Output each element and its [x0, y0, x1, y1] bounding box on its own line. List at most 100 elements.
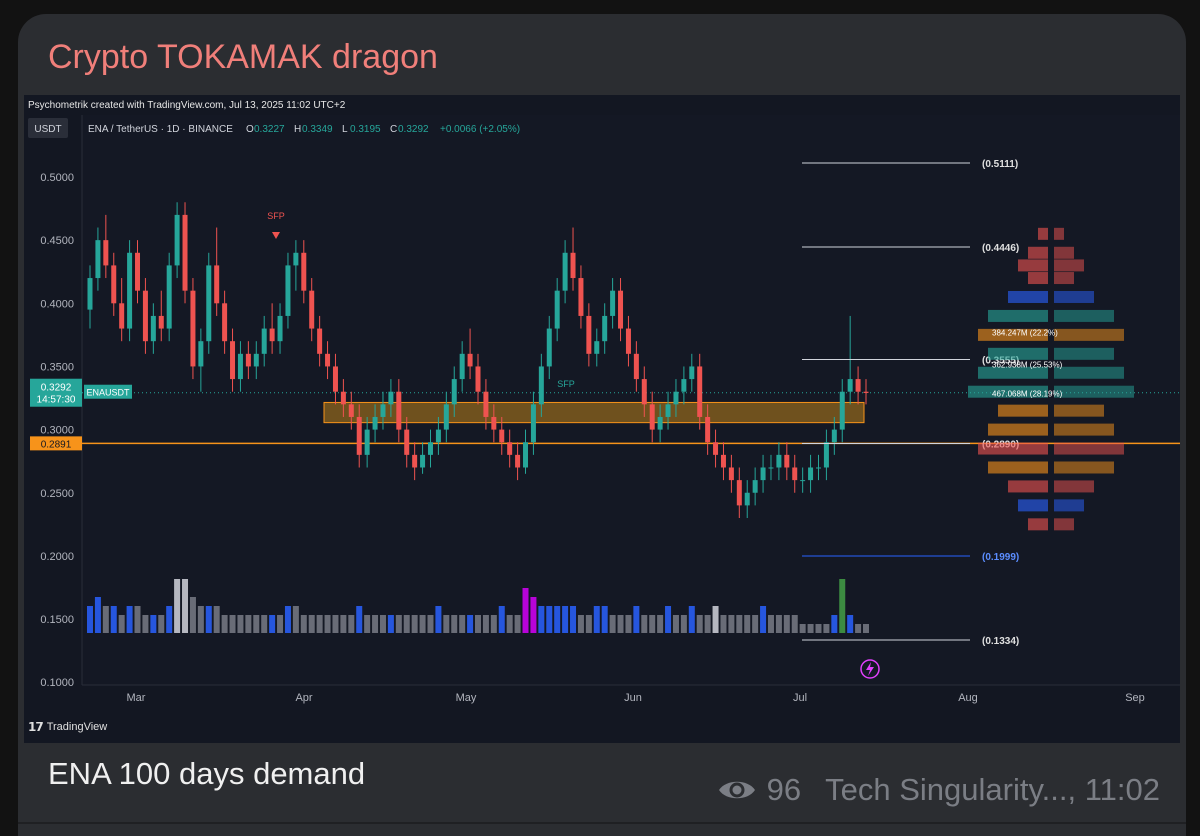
volume-bar [277, 615, 284, 633]
volume-bar [443, 615, 450, 633]
volume-bar [427, 615, 434, 633]
volume-bar [411, 615, 418, 633]
candlestick-chart: (0.5111)(0.4446)(0.3555)(0.2890)(0.1999)… [24, 115, 1180, 711]
volume-bar [649, 615, 656, 633]
volume-bar [562, 606, 569, 633]
volume-bar [102, 606, 109, 633]
candle-body [135, 252, 141, 291]
candle-body [681, 379, 687, 392]
divider [18, 822, 1186, 824]
volume-bar [229, 615, 236, 633]
candle-body [285, 265, 291, 316]
volume-profile-bar [1028, 246, 1048, 259]
volume-bar [269, 615, 276, 633]
volume-bar [245, 615, 252, 633]
volume-profile-label: 384.247M (22.2%) [992, 329, 1058, 338]
candle-body [420, 454, 426, 468]
candle-body [245, 353, 251, 367]
candle-body [111, 265, 117, 304]
candle-body [340, 391, 346, 405]
volume-bar [855, 624, 862, 633]
y-tick-label: 0.2500 [40, 488, 74, 500]
volume-bar [205, 606, 212, 633]
volume-bar [609, 615, 616, 633]
volume-profile-bar [988, 423, 1048, 436]
candle-body [792, 467, 798, 481]
candle-body [823, 442, 829, 468]
volume-bar [372, 615, 379, 633]
candle-body [673, 391, 679, 405]
volume-bar [506, 615, 513, 633]
volume-bar [696, 615, 703, 633]
candle-body [103, 240, 109, 266]
volume-bar [665, 606, 672, 633]
volume-bar [166, 606, 173, 633]
volume-bar [126, 606, 133, 633]
candle-body [530, 404, 536, 443]
candle-body [412, 454, 418, 468]
last-price-badge [30, 378, 82, 407]
volume-bar [522, 588, 529, 633]
symbol-title: ENA / TetherUS · 1D · BINANCE [88, 124, 233, 135]
candle-body [570, 252, 576, 279]
candle-body [158, 315, 164, 329]
candle-body [475, 366, 481, 392]
volume-bar [475, 615, 481, 633]
candle-body [230, 341, 236, 380]
ohlc-label: O [246, 124, 254, 135]
volume-bar [704, 615, 711, 633]
y-tick-label: 0.1000 [40, 677, 74, 689]
candle-body [237, 353, 243, 380]
currency-tag-bg [28, 118, 68, 138]
volume-bar [744, 615, 751, 633]
demand-zone [323, 401, 865, 424]
chart-screenshot[interactable]: Psychometrik created with TradingView.co… [24, 95, 1180, 743]
candle-body [372, 416, 378, 430]
candle-body [380, 404, 386, 417]
volume-profile-bar [1054, 272, 1074, 285]
volume-bar [261, 615, 268, 633]
last-price-value: 0.3292 [41, 383, 72, 394]
candle-body [435, 429, 441, 443]
candle-body [720, 454, 726, 468]
volume-profile-bar [1054, 480, 1094, 493]
volume-bar [150, 615, 157, 633]
volume-profile-bar [988, 461, 1048, 474]
candle-body [697, 366, 703, 417]
candle-body [863, 391, 869, 393]
candle-body [665, 404, 671, 417]
volume-bar [94, 597, 101, 633]
post-caption: ENA 100 days demand [48, 756, 366, 791]
candle-body [641, 379, 647, 405]
lightning-icon [860, 659, 880, 679]
volume-bar [783, 615, 790, 633]
candle-body [150, 315, 156, 342]
chart-area: (0.5111)(0.4446)(0.3555)(0.2890)(0.1999)… [24, 115, 1180, 711]
candle-body [554, 290, 560, 329]
volume-bar [530, 597, 537, 633]
volume-bar [847, 615, 854, 633]
volume-bar [514, 615, 521, 633]
message-card: Crypto TOKAMAK dragon Psychometrik creat… [18, 14, 1186, 836]
volume-profile-bar [1054, 423, 1114, 436]
volume-bar [672, 615, 679, 633]
channel-title[interactable]: Crypto TOKAMAK dragon [48, 38, 438, 76]
volume-profile-bar [1054, 246, 1074, 259]
volume-profile-label: 467.068M (28.19%) [992, 389, 1063, 398]
volume-profile-label: 362.938M (25.53%) [992, 360, 1063, 369]
candle-body [190, 290, 196, 367]
volume-bar [752, 615, 759, 633]
volume-bar [823, 624, 830, 633]
volume-bar [680, 615, 687, 633]
volume-bar [617, 615, 624, 633]
y-tick-label: 0.4500 [40, 235, 74, 247]
candle-body [507, 442, 513, 455]
volume-bar [356, 606, 363, 633]
volume-bar [633, 606, 640, 633]
volume-profile-bar [1028, 518, 1048, 531]
currency-tag: USDT [34, 124, 61, 135]
ohlc-value: 0.3227 [254, 124, 285, 135]
candle-body [293, 252, 299, 266]
view-count: 96 [766, 772, 802, 807]
candle-body [142, 290, 148, 342]
